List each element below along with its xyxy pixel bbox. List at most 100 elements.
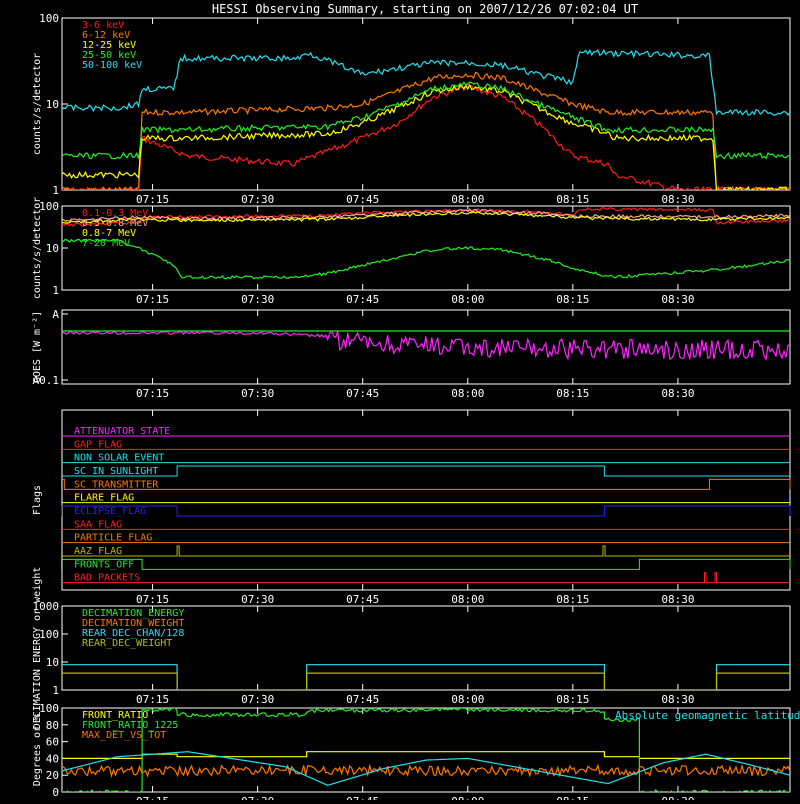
y-tick-label: 10 — [46, 242, 59, 255]
time-tick-label: 07:30 — [241, 193, 274, 206]
time-tick-label: 07:15 — [136, 593, 169, 606]
time-tick-label: 08:30 — [661, 795, 694, 800]
legend-entry: FRONT_RATIO — [82, 710, 148, 721]
time-tick-label: 07:15 — [136, 293, 169, 306]
flag-label: SC_IN_SUNLIGHT — [74, 466, 158, 477]
flag-label: SAA_FLAG — [74, 519, 122, 530]
y-tick-label: 100 — [39, 628, 59, 641]
y-tick-label: 100 — [39, 702, 59, 715]
legend-entry: 0.3-0.8 MeV — [82, 218, 148, 229]
time-tick-label: 08:15 — [556, 693, 589, 706]
legend-entry: 6-12 keV — [82, 30, 130, 41]
time-tick-label: 08:15 — [556, 293, 589, 306]
time-tick-label: 07:45 — [346, 795, 379, 800]
time-tick-label: 07:15 — [136, 387, 169, 400]
time-tick-label: 07:15 — [136, 193, 169, 206]
y-tick-label: 10 — [46, 656, 59, 669]
time-tick-label: 08:00 — [451, 795, 484, 800]
time-tick-label: 07:45 — [346, 593, 379, 606]
panel-ratios: 07:15 07:30 07:45 08:00 08:15 08:30 Degrees or… — [32, 702, 800, 804]
legend-entry: 0.1-0.3 MeV — [82, 208, 148, 219]
time-tick-label: 07:30 — [241, 693, 274, 706]
legend-entry: FRONT_RATIO_1225 — [82, 720, 178, 731]
y-tick-label: 100 — [39, 12, 59, 25]
panel-goes-flux: 07:15 07:30 07:45 08:00 08:15 08:30 GOES [W m⁻… — [32, 308, 791, 400]
flag-label: AAZ_FLAG — [74, 546, 122, 557]
legend-entry: 50-100 keV — [82, 60, 142, 71]
y-tick-label: 40 — [46, 752, 59, 765]
legend-entry: 12-25 keV — [82, 40, 136, 51]
legend-entry: REAR_DEC_WEIGHT — [82, 638, 172, 649]
flag-label: ATTENUATOR_STATE — [74, 426, 170, 437]
series-line-absolute-geomagnetic-latitude — [62, 751, 790, 786]
time-tick-label: 08:00 — [451, 293, 484, 306]
time-tick-label: 07:30 — [241, 795, 274, 800]
flag-label: FLARE_FLAG — [74, 493, 134, 504]
time-tick-label: 08:00 — [451, 193, 484, 206]
panel-frame — [61, 409, 791, 591]
series-line-12-25-kev — [62, 83, 790, 190]
y-tick-label: A0.1 — [33, 374, 60, 387]
flag-line-eclipse_flag — [61, 505, 791, 517]
y-axis-label: counts/s/detector — [32, 53, 43, 155]
chart-title: HESSI Observing Summary, starting on 200… — [212, 2, 638, 16]
panel-hessi-count-rates: 07:15 07:30 07:45 08:00 08:15 08:30 counts/s/d… — [32, 12, 791, 206]
y-tick-label: 100 — [39, 200, 59, 213]
y-tick-label: A — [52, 308, 59, 321]
series-group — [62, 708, 790, 792]
legend-entry: 3-6 keV — [82, 20, 124, 31]
flag-label: BAD_PACKETS — [74, 573, 140, 584]
y-tick-label: 0 — [52, 786, 59, 799]
legend-entry: 25-50 keV — [82, 50, 136, 61]
time-tick-label: 07:30 — [241, 387, 274, 400]
series-line-0-1-0-3-mev — [62, 207, 790, 227]
panel-frame — [61, 605, 791, 691]
flag-line-aaz_flag — [62, 545, 790, 557]
series-line-6-12-kev — [62, 71, 790, 190]
time-tick-label: 08:00 — [451, 593, 484, 606]
y-tick-label: 60 — [46, 736, 59, 749]
series-line-max-det-vs-tot — [62, 763, 790, 779]
time-tick-label: 07:30 — [241, 293, 274, 306]
series-line-25-50-kev — [62, 81, 790, 160]
time-tick-label: 07:45 — [346, 293, 379, 306]
time-tick-label: 08:30 — [661, 193, 694, 206]
time-tick-label: 08:15 — [556, 387, 589, 400]
time-tick-label: 07:15 — [136, 693, 169, 706]
flag-label: ECLIPSE_FLAG — [74, 506, 146, 517]
panel-frame — [61, 17, 791, 191]
time-tick-label: 08:30 — [661, 693, 694, 706]
legend-entry: DECIMATION_WEIGHT — [82, 618, 184, 629]
series-line-rear-dec-weight — [62, 672, 790, 690]
series-group — [62, 207, 790, 280]
time-tick-label: 08:30 — [661, 593, 694, 606]
flag-label: FRONTS_OFF — [74, 559, 134, 570]
panel-decimation: 07:15 07:30 07:45 08:00 08:15 08:30 DECIMATION… — [32, 567, 791, 730]
series-line-rear-dec-chan-128 — [62, 664, 790, 690]
series-line-0-3-0-8-mev — [62, 208, 790, 223]
panel-flags: 07:15 07:30 07:45 08:00 08:15 08:30 Flags ATTEN… — [32, 409, 791, 606]
time-tick-label: 08:15 — [556, 593, 589, 606]
flag-label: NON_SOLAR_EVENT — [74, 453, 164, 464]
panel-frame — [61, 707, 791, 793]
series-group — [62, 330, 790, 362]
time-tick-label: 08:15 — [556, 193, 589, 206]
series-line-0-8-7-mev — [62, 210, 790, 224]
y-tick-label: 1 — [52, 184, 59, 197]
series-group — [62, 664, 790, 690]
y-axis-label: counts/s/detector — [32, 197, 43, 299]
time-tick-label: 07:30 — [241, 593, 274, 606]
series-group — [62, 48, 790, 190]
time-tick-label: 07:45 — [346, 193, 379, 206]
flag-line-bad_packets — [62, 572, 790, 584]
time-tick-label: 08:30 — [661, 387, 694, 400]
flag-line-sc_in_sunlight — [62, 465, 790, 477]
flag-line-sc_transmitter — [61, 478, 791, 490]
time-tick-label: 08:00 — [451, 693, 484, 706]
y-tick-label: 80 — [46, 719, 59, 732]
time-tick-label: 08:00 — [451, 387, 484, 400]
flag-label: GAP_FLAG — [74, 439, 122, 450]
y-axis-label: DECIMATION ENERGY or weight — [32, 567, 43, 730]
y-tick-label: 1 — [52, 284, 59, 297]
